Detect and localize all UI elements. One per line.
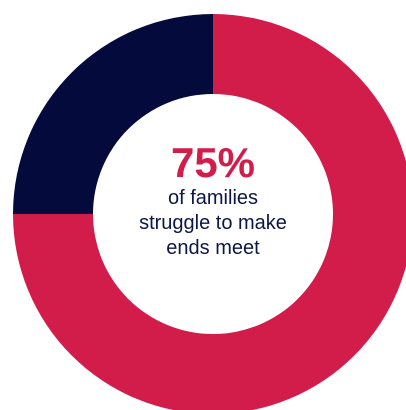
center-value: 75% xyxy=(170,139,256,186)
center-caption-line-3: ends meet xyxy=(166,237,260,259)
center-caption-line-1: of families xyxy=(167,187,259,209)
center-caption-line-2: struggle to make xyxy=(139,212,287,234)
donut-slice-1 xyxy=(13,14,213,214)
center-label: 75% of families struggle to make ends me… xyxy=(103,140,323,261)
donut-slice-0 xyxy=(13,14,406,410)
